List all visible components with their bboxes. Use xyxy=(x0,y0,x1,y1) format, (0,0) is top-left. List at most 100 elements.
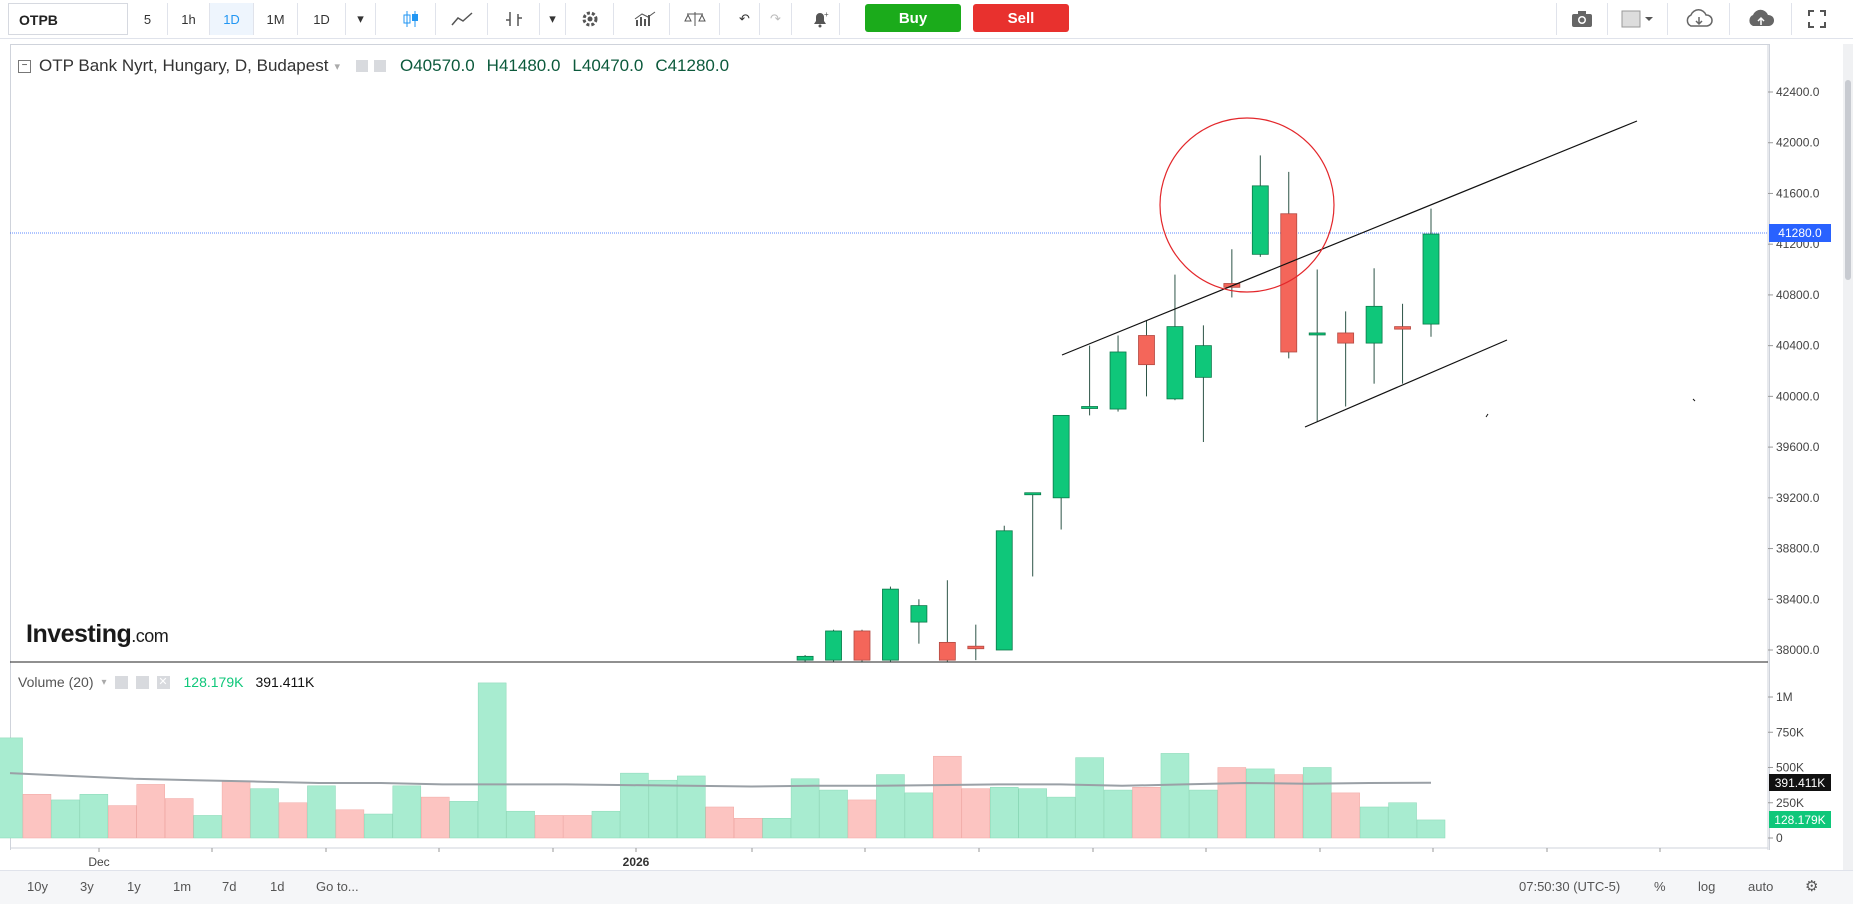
range-3y[interactable]: 3y xyxy=(80,879,94,894)
chevron-down-icon[interactable]: ▾ xyxy=(540,3,566,35)
range-1m[interactable]: 1m xyxy=(173,879,192,894)
lower-trendline[interactable] xyxy=(1304,339,1508,428)
range-7d[interactable]: 7d xyxy=(222,879,237,894)
price-axis-label: 40800.0 xyxy=(1776,288,1820,302)
gear-icon[interactable] xyxy=(566,3,614,35)
bars-icon[interactable] xyxy=(488,3,540,35)
candle-body xyxy=(1138,335,1155,366)
range-1d[interactable]: 1d xyxy=(270,879,285,894)
candle-body xyxy=(1422,233,1440,325)
volume-bar xyxy=(421,796,450,839)
clock: 07:50:30 (UTC-5) xyxy=(1519,879,1621,894)
price-axis-label: 40400.0 xyxy=(1776,339,1820,353)
chart-legend: − OTP Bank Nyrt, Hungary, D, Budapest ▾ … xyxy=(18,56,729,76)
top-toolbar: OTPB 5 1h 1D 1M 1D ▾ ▾ ↶ ↷ + Buy Sell xyxy=(0,0,1853,39)
eye-icon[interactable] xyxy=(114,675,128,689)
volume-bar xyxy=(1274,774,1303,839)
settings-icon[interactable] xyxy=(135,675,149,689)
candles-icon[interactable] xyxy=(386,3,436,35)
color-picker-icon[interactable] xyxy=(1608,3,1668,35)
volume-bar xyxy=(1359,806,1389,839)
interval-1h[interactable]: 1h xyxy=(168,3,210,35)
camera-icon[interactable] xyxy=(1556,3,1608,35)
price-axis-label: 40000.0 xyxy=(1776,389,1820,403)
candle-body xyxy=(910,605,928,623)
cloud-upload-icon[interactable] xyxy=(1730,3,1792,35)
auto-toggle[interactable]: auto xyxy=(1748,879,1774,894)
volume-bar xyxy=(1132,786,1161,839)
low-value: L40470.0 xyxy=(572,56,644,75)
range-10y[interactable]: 10y xyxy=(27,879,48,894)
volume-bar xyxy=(193,815,222,839)
volume-bar xyxy=(1018,788,1047,839)
line-chart-icon[interactable] xyxy=(436,3,488,35)
close-value: C41280.0 xyxy=(655,56,730,75)
settings-icon[interactable] xyxy=(373,60,386,72)
chevron-down-icon[interactable]: ▾ xyxy=(334,60,340,73)
volume-bar xyxy=(591,810,621,839)
current-price-tag-label: 41280.0 xyxy=(1778,226,1822,240)
candle-body xyxy=(1109,351,1127,410)
volume-bar xyxy=(335,809,365,839)
fullscreen-icon[interactable] xyxy=(1792,3,1842,35)
price-axis-label: 38800.0 xyxy=(1776,542,1820,556)
scrollbar[interactable] xyxy=(1843,44,1853,870)
alert-icon[interactable]: + xyxy=(800,3,840,35)
buy-button[interactable]: Buy xyxy=(865,4,961,32)
volume-bar xyxy=(0,737,23,839)
stray-mark xyxy=(1692,398,1696,402)
chevron-down-icon[interactable]: ▾ xyxy=(346,3,376,35)
gear-icon[interactable]: ⚙ xyxy=(1805,878,1819,895)
volume-bar xyxy=(904,792,934,839)
upper-trendline[interactable] xyxy=(1061,120,1638,356)
percent-toggle[interactable]: % xyxy=(1654,879,1666,894)
candle-body xyxy=(1337,332,1355,344)
volume-ma-tag-label: 391.411K xyxy=(1775,776,1826,790)
interval-1d[interactable]: 1D xyxy=(210,3,254,35)
cloud-download-icon[interactable] xyxy=(1668,3,1730,35)
goto-button[interactable]: Go to... xyxy=(316,879,359,894)
time-axis-label: 2026 xyxy=(623,855,650,869)
undo-icon[interactable]: ↶ xyxy=(730,3,760,35)
investing-logo: Investing.com xyxy=(26,620,169,648)
close-icon[interactable]: ✕ xyxy=(156,675,170,689)
volume-bar xyxy=(620,772,649,839)
volume-bar xyxy=(876,774,905,839)
price-axis-label: 41600.0 xyxy=(1776,186,1820,200)
volume-bar xyxy=(307,785,336,839)
highlight-circle[interactable] xyxy=(1159,117,1335,293)
eye-icon[interactable] xyxy=(355,60,368,72)
volume-tag-label: 128.179K xyxy=(1774,813,1825,827)
volume-bar xyxy=(1388,802,1417,839)
chevron-down-icon[interactable]: ▾ xyxy=(101,676,107,688)
collapse-icon[interactable]: − xyxy=(18,59,31,73)
open-value: O40570.0 xyxy=(399,56,475,75)
interval-5[interactable]: 5 xyxy=(128,3,168,35)
interval-1m[interactable]: 1M xyxy=(254,3,298,35)
candle-body xyxy=(938,641,956,661)
symbol-input[interactable]: OTPB xyxy=(8,3,128,35)
candle-body xyxy=(1024,492,1042,496)
candle-body xyxy=(796,655,814,661)
volume-bar xyxy=(22,794,52,839)
symbol-title: OTP Bank Nyrt, Hungary, D, Budapest xyxy=(39,56,329,75)
volume-axis-label: 1M xyxy=(1776,690,1793,704)
volume-bar xyxy=(364,813,393,839)
scrollbar-thumb[interactable] xyxy=(1845,80,1851,280)
sell-button[interactable]: Sell xyxy=(973,4,1069,32)
volume-legend: Volume (20) ▾ ✕ 128.179K 391.411K xyxy=(18,674,314,690)
volume-bar xyxy=(563,815,592,839)
volume-value: 128.179K xyxy=(183,674,244,690)
volume-bar xyxy=(1302,767,1332,839)
redo-icon[interactable]: ↷ xyxy=(760,3,792,35)
range-1y[interactable]: 1y xyxy=(127,879,141,894)
compare-icon[interactable] xyxy=(670,3,720,35)
candle-body xyxy=(1195,345,1212,378)
indicators-icon[interactable] xyxy=(620,3,670,35)
log-toggle[interactable]: log xyxy=(1698,879,1716,894)
volume-ma-value: 391.411K xyxy=(255,674,315,690)
chart-interval-1d[interactable]: 1D xyxy=(298,3,346,35)
price-chart[interactable]: 42400.042000.041600.041200.040800.040400… xyxy=(0,0,1853,870)
volume-axis-label: 0 xyxy=(1776,831,1783,845)
volume-bar xyxy=(1160,753,1190,839)
